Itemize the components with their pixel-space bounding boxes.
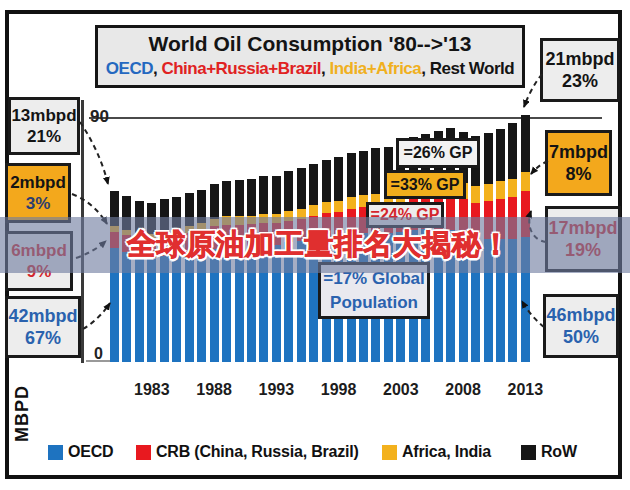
banner-overlay: 全球原油加工量排名大揭秘！ [0, 217, 630, 273]
legend-item: Africa, India [382, 442, 491, 462]
x-tick-1988: 1988 [186, 381, 242, 399]
bar-segment [247, 179, 256, 216]
legend-swatch [48, 445, 63, 460]
chart-subtitle-part: India+Africa [329, 59, 421, 78]
bar-segment [347, 197, 356, 209]
bar-segment [371, 148, 380, 193]
callout-pct: 21% [11, 126, 77, 147]
bar-segment [272, 176, 281, 215]
bar-segment [309, 164, 318, 206]
bar-segment [484, 184, 493, 201]
bar-1988 [210, 184, 219, 362]
bar-segment [147, 258, 156, 362]
x-tick-2013: 2013 [497, 381, 553, 399]
bar-segment [508, 123, 517, 179]
legend-label: RoW [541, 443, 577, 461]
callout-africa-india-1980: 2mbpd 3% [5, 163, 71, 223]
callout-pct: 50% [546, 326, 616, 349]
callout-row-2013: 21mbpd 23% [540, 38, 620, 102]
legend-label: OECD [68, 443, 113, 461]
bar-segment [508, 179, 517, 197]
gp-note-text: Population [321, 291, 427, 315]
legend-label: Africa, India [402, 443, 491, 461]
bar-segment [284, 171, 293, 211]
bar-segment [359, 151, 368, 196]
callout-oecd-2013: 46mbpd 50% [543, 294, 619, 358]
bar-segment [484, 133, 493, 184]
gp-note-africa-india: =33% GP [384, 170, 466, 199]
bar-segment [297, 168, 306, 209]
callout-africa-india-2013: 7mbpd 8% [545, 130, 612, 196]
x-tick-1998: 1998 [311, 381, 367, 399]
bar-segment [496, 129, 505, 182]
chart-title-box: World Oil Consumption '80-->'13 OECD, Ch… [95, 25, 525, 88]
chart-title: World Oil Consumption '80-->'13 [98, 32, 522, 56]
legend-swatch [136, 445, 151, 460]
bar-segment [309, 205, 318, 216]
legend-swatch [382, 445, 397, 460]
bar-segment [496, 181, 505, 199]
callout-pct: 8% [548, 163, 609, 186]
chart-subtitle-part: , Rest World [421, 59, 514, 78]
x-tick-2008: 2008 [435, 381, 491, 399]
gp-note-row: =26% GP [396, 138, 480, 168]
callout-value: 42mbpd [8, 305, 78, 328]
legend-item: CRB (China, Russia, Brazil) [136, 442, 359, 462]
bar-segment [322, 160, 331, 203]
callout-value: 7mbpd [548, 141, 609, 164]
legend-label: CRB (China, Russia, Brazil) [156, 443, 359, 461]
x-tick-1993: 1993 [248, 381, 304, 399]
chart-subtitle-part: China+Russia+Brazil [161, 59, 321, 78]
callout-pct: 23% [543, 70, 617, 93]
callout-value: 21mbpd [543, 48, 617, 71]
callout-oecd-1980: 42mbpd 67% [5, 296, 81, 358]
bar-segment [259, 176, 268, 214]
bar-segment [471, 186, 480, 203]
bar-segment [334, 157, 343, 200]
gp-note-text: =26% GP [399, 144, 477, 162]
bar-1987 [197, 190, 206, 362]
chart-subtitle: OECD, China+Russia+Brazil, India+Africa,… [98, 59, 522, 79]
bar-segment [521, 172, 530, 191]
callout-value: 2mbpd [8, 172, 68, 193]
bar-segment [210, 184, 219, 218]
chart-subtitle-part: OECD [106, 59, 153, 78]
bar-segment [347, 153, 356, 197]
legend-swatch [521, 445, 536, 460]
callout-value: 46mbpd [546, 304, 616, 327]
legend-item: RoW [521, 442, 577, 462]
x-tick-2003: 2003 [373, 381, 429, 399]
bar-segment [222, 181, 231, 216]
y-tick-0: 0 [94, 345, 103, 363]
banner-text: 全球原油加工量排名大揭秘！ [119, 225, 511, 265]
x-tick-1983: 1983 [124, 381, 180, 399]
callout-pct: 3% [8, 193, 68, 214]
y-tick-90: 90 [90, 107, 109, 127]
callout-value: 13mbpd [11, 105, 77, 126]
callout-row-1980: 13mbpd 21% [8, 97, 80, 155]
legend-item: OECD [48, 442, 113, 462]
callout-pct: 67% [8, 327, 78, 350]
gp-note-text: =33% GP [387, 176, 463, 194]
oil-consumption-infographic: World Oil Consumption '80-->'13 OECD, Ch… [0, 0, 630, 490]
y-axis-title: MBPD [12, 374, 33, 454]
bar-segment [521, 115, 530, 172]
bar-segment [235, 180, 244, 217]
bar-segment [334, 201, 343, 212]
bar-segment [322, 202, 331, 213]
